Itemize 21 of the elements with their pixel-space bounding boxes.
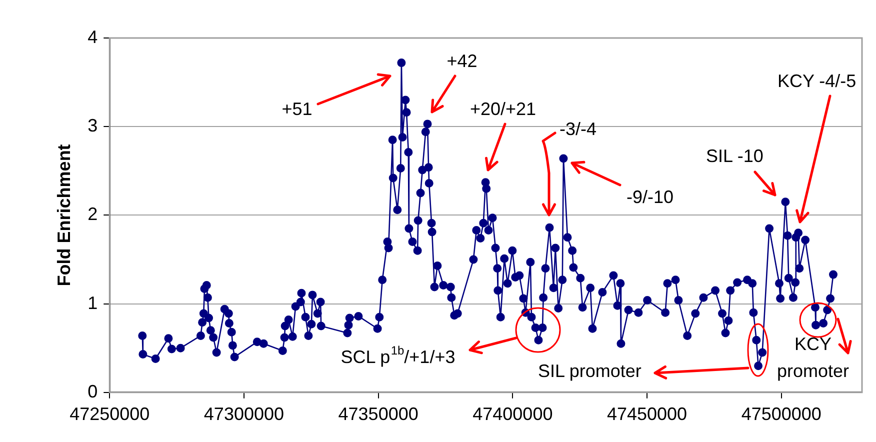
y-tick-label: 1 — [88, 292, 98, 313]
y-tick-label: 3 — [88, 116, 98, 136]
x-tick-label: 47500000 — [741, 404, 822, 424]
annotation: KCY promoter — [776, 334, 850, 381]
x-tick-label: 47350000 — [338, 404, 418, 424]
annotation: +42 — [446, 50, 478, 71]
x-tick-label: 47300000 — [204, 404, 284, 424]
y-tick-label: 0 — [88, 381, 98, 402]
annotation: SIL -10 — [706, 146, 764, 166]
annotation: -3/-4 — [559, 118, 597, 139]
annotation: KCY -4/-5 — [777, 70, 856, 91]
x-tick-label: 47450000 — [606, 404, 688, 424]
annotation: SIL promoter — [538, 360, 642, 381]
annotation: -9/-10 — [626, 186, 674, 207]
y-tick-label: 4 — [88, 26, 98, 47]
y-tick-label: 2 — [88, 204, 98, 224]
annotation: +20/+21 — [470, 98, 536, 119]
annotation: +51 — [282, 98, 312, 119]
x-tick-label: 47250000 — [70, 404, 150, 424]
x-tick-label: 47400000 — [472, 404, 553, 424]
y-axis-title: Fold Enrichment — [54, 144, 74, 286]
